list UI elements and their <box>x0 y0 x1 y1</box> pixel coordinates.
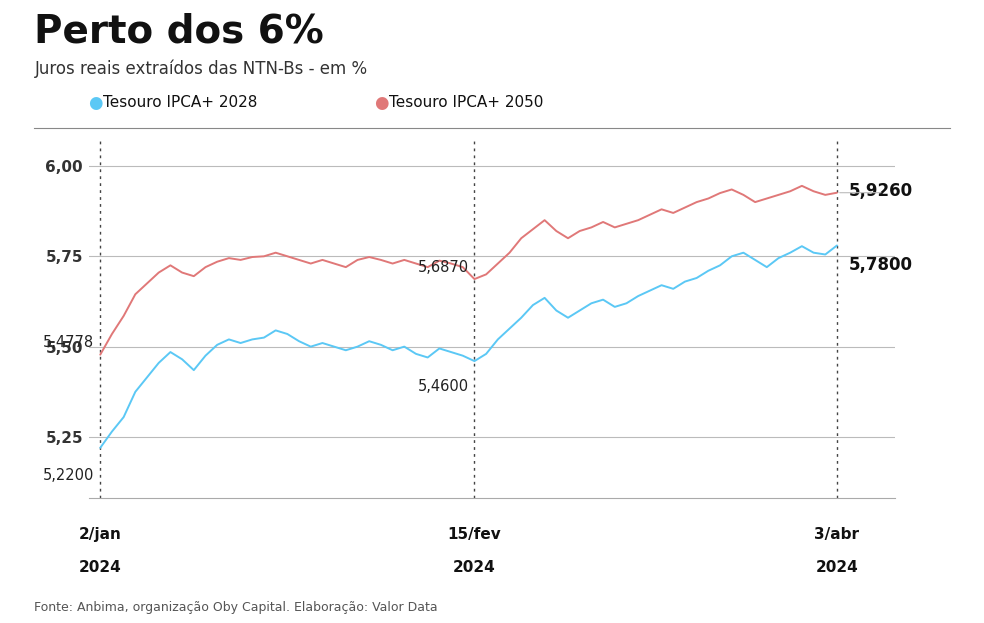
Text: 5,6870: 5,6870 <box>417 260 468 275</box>
Text: Tesouro IPCA+ 2028: Tesouro IPCA+ 2028 <box>103 95 258 110</box>
Text: Perto dos 6%: Perto dos 6% <box>34 12 324 50</box>
Text: 5,7800: 5,7800 <box>848 256 913 274</box>
Text: 2024: 2024 <box>816 560 858 575</box>
Text: 5,4778: 5,4778 <box>43 335 94 350</box>
Text: ●: ● <box>374 94 389 112</box>
Text: Juros reais extraídos das NTN-Bs - em %: Juros reais extraídos das NTN-Bs - em % <box>34 59 368 78</box>
Text: 5,4600: 5,4600 <box>417 379 468 394</box>
Text: 2/jan: 2/jan <box>79 527 122 542</box>
Text: 15/fev: 15/fev <box>448 527 501 542</box>
Text: 2024: 2024 <box>79 560 122 575</box>
Text: Tesouro IPCA+ 2050: Tesouro IPCA+ 2050 <box>389 95 543 110</box>
Text: Fonte: Anbima, organização Oby Capital. Elaboração: Valor Data: Fonte: Anbima, organização Oby Capital. … <box>34 601 438 614</box>
Text: 5,2200: 5,2200 <box>43 468 94 483</box>
Text: 3/abr: 3/abr <box>815 527 859 542</box>
Text: ●: ● <box>89 94 103 112</box>
Text: 5,9260: 5,9260 <box>848 182 913 200</box>
Text: 2024: 2024 <box>453 560 496 575</box>
